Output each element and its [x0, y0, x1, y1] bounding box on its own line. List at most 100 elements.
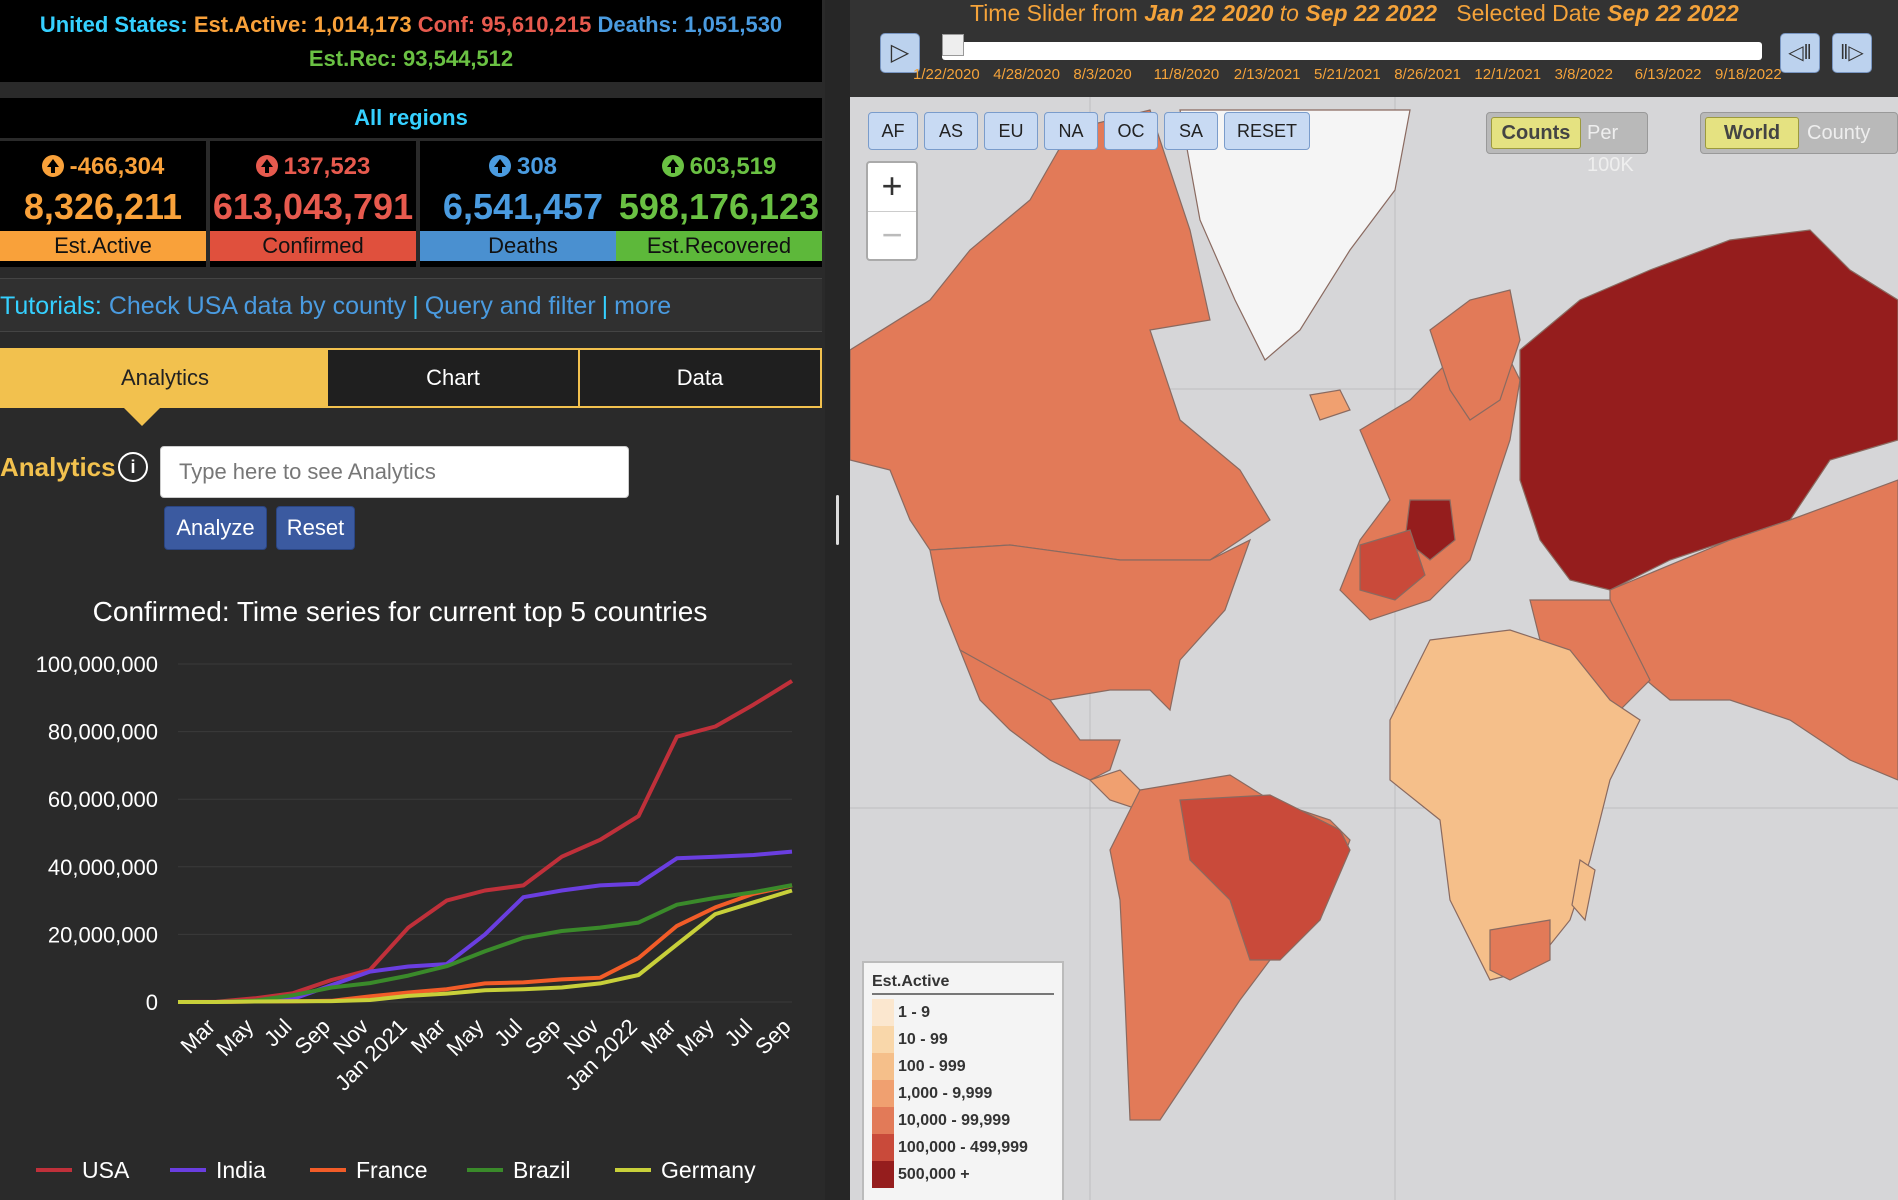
scandinavia-shape[interactable]	[1429, 289, 1521, 421]
y-tick-label: 80,000,000	[48, 720, 158, 745]
legend-swatch	[872, 1161, 894, 1188]
us-rec-value: 93,544,512	[403, 46, 514, 71]
legend-row: 500,000 +	[872, 1161, 1054, 1188]
legend-label: 10,000 - 99,999	[898, 1112, 1011, 1129]
legend-swatch	[872, 1026, 894, 1053]
x-tick-label: May	[441, 1014, 488, 1061]
analyze-button[interactable]: Analyze	[164, 506, 267, 550]
play-button[interactable]: ▷	[880, 33, 920, 73]
tab-chart[interactable]: Chart	[328, 350, 580, 406]
reset-button[interactable]: Reset	[276, 506, 355, 550]
canada-shape[interactable]	[850, 109, 1271, 561]
info-icon[interactable]: i	[118, 452, 148, 482]
zoom-control: + −	[866, 161, 918, 261]
separator: |	[412, 292, 419, 320]
madagascar-shape[interactable]	[1571, 858, 1596, 922]
tab-data[interactable]: Data	[676, 365, 724, 390]
arrow-up-icon	[41, 155, 64, 177]
x-tick-label: Sep	[520, 1014, 565, 1059]
counts-toggle[interactable]: Counts	[1491, 117, 1581, 149]
region-reset-button[interactable]: RESET	[1224, 112, 1310, 150]
link-query-filter[interactable]: Query and filter	[424, 292, 596, 320]
tutorials-bar: Tutorials: Check USA data by county | Quer…	[0, 278, 822, 332]
tab-analytics[interactable]: Analytics	[2, 350, 328, 406]
legend-label: 1 - 9	[898, 1004, 931, 1021]
legend-swatch	[872, 999, 894, 1026]
region-af-button[interactable]: AF	[868, 112, 918, 150]
active-tab-pointer	[122, 406, 162, 426]
per100k-toggle[interactable]: Per 100K	[1587, 122, 1634, 176]
scope-toggle[interactable]: World County	[1700, 112, 1898, 154]
france-shape[interactable]	[1359, 529, 1426, 601]
chart-title: Confirmed: Time series for current top 5…	[92, 596, 708, 627]
legend-row: 100 - 999	[872, 1053, 1054, 1080]
world-toggle[interactable]: World	[1705, 117, 1799, 149]
us-summary: United States: Est.Active: 1,014,173 Con…	[0, 0, 822, 82]
russia-shape[interactable]	[1519, 229, 1898, 591]
south-africa-shape[interactable]	[1489, 919, 1551, 981]
us-active-value: 1,014,173	[313, 12, 412, 37]
time-slider-tick-label: 3/8/2022	[1554, 66, 1613, 83]
stat-recovered-value: 598,176,123	[618, 186, 820, 227]
x-tick-label: Mar	[406, 1014, 450, 1058]
y-tick-label: 0	[146, 990, 158, 1015]
us-deaths-value: 1,051,530	[684, 12, 783, 37]
step-back-button[interactable]: ◁‖	[1780, 33, 1820, 73]
asia-shape[interactable]	[1609, 479, 1898, 781]
x-tick-label: Jul	[720, 1014, 758, 1052]
map-countries[interactable]	[850, 109, 1898, 1121]
us-active-label: Est.Active:	[193, 12, 308, 37]
step-forward-button[interactable]: ‖▷	[1832, 33, 1872, 73]
stat-active-label: Est.Active	[0, 231, 206, 261]
region-eu-button[interactable]: EU	[984, 112, 1038, 150]
greenland-shape[interactable]	[1179, 109, 1411, 361]
panel-divider[interactable]	[825, 0, 850, 1200]
zoom-in-button[interactable]: +	[881, 165, 903, 206]
us-rec-label: Est.Rec:	[308, 46, 397, 71]
legend-label-germany: Germany	[661, 1157, 756, 1183]
x-tick-label: May	[672, 1014, 719, 1061]
drag-handle[interactable]	[836, 495, 839, 545]
stat-deaths-delta: 308	[420, 153, 626, 181]
y-tick-label: 20,000,000	[48, 922, 158, 947]
legend-swatch	[872, 1053, 894, 1080]
time-slider-track[interactable]	[942, 42, 1762, 60]
stat-active-delta-value: -466,304	[69, 153, 165, 180]
iceland-shape[interactable]	[1309, 389, 1351, 421]
stat-deaths-label: Deaths	[420, 231, 626, 261]
time-slider-from: Jan 22 2020	[1144, 0, 1274, 26]
time-slider-ticks: 1/22/2020 4/28/2020 8/3/2020 11/8/2020 2/13/…	[913, 66, 1793, 88]
arrow-up-icon	[488, 155, 511, 177]
x-tick-label: May	[211, 1014, 258, 1061]
link-usa-by-county[interactable]: Check USA data by county	[108, 292, 407, 320]
map-panel[interactable]: Time Slider from Jan 22 2020 to Sep 22 2…	[850, 0, 1898, 1200]
stat-confirmed-value: 613,043,791	[212, 186, 414, 227]
legend-label-usa: USA	[82, 1157, 130, 1183]
region-as-button[interactable]: AS	[924, 112, 978, 150]
legend-swatch	[872, 1107, 894, 1134]
time-slider-tick-label: 4/28/2020	[993, 66, 1060, 83]
mexico-shape[interactable]	[958, 648, 1121, 781]
legend-label: 1,000 - 9,999	[898, 1085, 993, 1102]
y-tick-label: 40,000,000	[48, 855, 158, 880]
link-more[interactable]: more	[614, 292, 672, 320]
stat-recovered-label: Est.Recovered	[616, 231, 822, 261]
region-sa-button[interactable]: SA	[1164, 112, 1218, 150]
brazil-shape[interactable]	[1179, 794, 1351, 961]
zoom-out-button[interactable]: −	[868, 211, 916, 259]
time-slider-tick-label: 8/3/2020	[1073, 66, 1132, 83]
region-na-button[interactable]: NA	[1044, 112, 1098, 150]
stat-deaths-value: 6,541,457	[442, 186, 604, 227]
region-oc-button[interactable]: OC	[1104, 112, 1158, 150]
time-slider-thumb[interactable]	[942, 34, 964, 56]
stat-recovered: 603,519 598,176,123 Est.Recovered	[616, 141, 822, 267]
x-tick-label: Sep	[290, 1014, 335, 1059]
county-toggle[interactable]: County	[1807, 122, 1871, 144]
time-slider-prefix: Time Slider from	[970, 0, 1138, 26]
arrow-up-icon	[661, 155, 684, 177]
x-tick-label: Sep	[750, 1014, 795, 1059]
analytics-search-input[interactable]	[160, 446, 629, 498]
legend-label-india: India	[216, 1157, 266, 1183]
metric-toggle[interactable]: Counts Per 100K	[1486, 112, 1648, 176]
legend-label-brazil: Brazil	[513, 1157, 571, 1183]
